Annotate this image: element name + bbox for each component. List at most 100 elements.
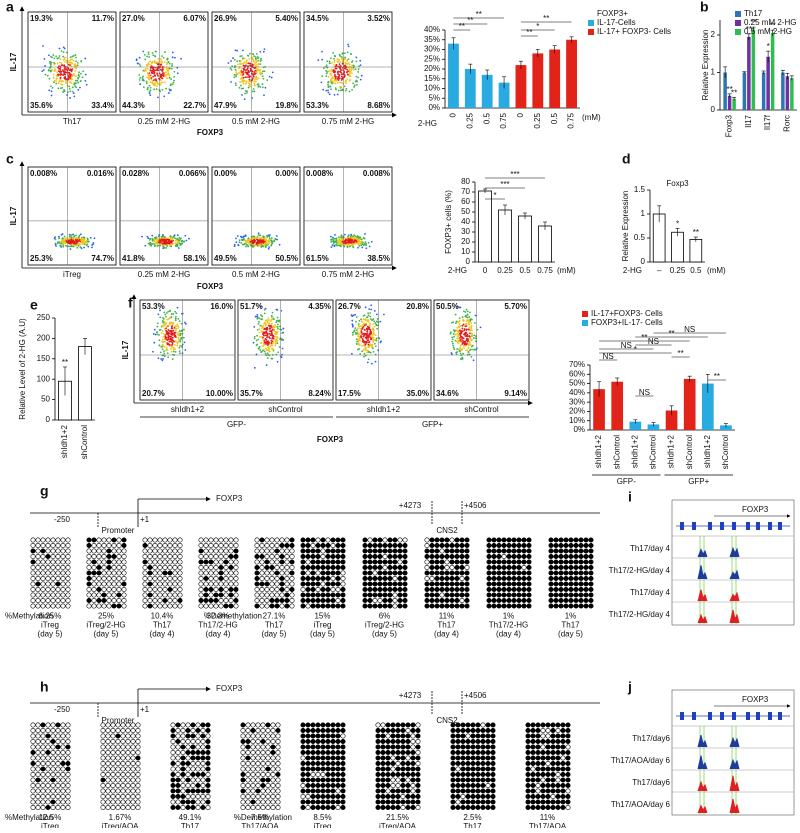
cpg-site <box>101 800 105 804</box>
cpg-site <box>368 604 372 608</box>
cpg-site <box>41 794 45 798</box>
cell-dot <box>265 323 267 325</box>
cell-dot <box>456 327 458 329</box>
cell-dot <box>75 57 77 59</box>
cpg-site <box>368 598 372 602</box>
cpg-site <box>507 587 511 591</box>
cpg-site <box>341 587 345 591</box>
cpg-site <box>204 604 208 608</box>
cpg-site <box>61 761 65 765</box>
cpg-site <box>102 554 106 558</box>
cell-dot <box>139 63 141 65</box>
significance: * <box>676 220 679 229</box>
cell-dot <box>55 55 57 57</box>
cpg-site <box>153 598 157 602</box>
cpg-site <box>316 560 320 564</box>
cpg-site <box>440 549 444 553</box>
cpg-site <box>214 582 218 586</box>
cell-dot <box>237 235 239 237</box>
cpg-site <box>97 538 101 542</box>
cpg-site <box>61 565 65 569</box>
cpg-site <box>589 560 593 564</box>
cpg-site <box>522 560 526 564</box>
cpg-site <box>584 554 588 558</box>
cell-dot <box>326 60 328 62</box>
cell-dot <box>259 74 261 76</box>
cell-dot <box>263 345 265 347</box>
cell-dot <box>172 323 174 325</box>
cell-dot <box>351 323 353 325</box>
cpg-site <box>487 549 491 553</box>
cell-dot <box>250 239 252 241</box>
cell-dot <box>54 239 56 241</box>
cpg-site <box>507 576 511 580</box>
cell-dot <box>175 318 177 320</box>
cpg-site <box>455 576 459 580</box>
cpg-site <box>66 587 70 591</box>
cpg-site <box>224 582 228 586</box>
cell-dot <box>266 337 268 339</box>
cell-dot <box>334 60 336 62</box>
cpg-site <box>143 593 147 597</box>
cell-dot <box>262 242 264 244</box>
cpg-site <box>270 543 274 547</box>
cpg-site <box>265 560 269 564</box>
cell-dot <box>260 245 262 247</box>
cpg-site <box>280 593 284 597</box>
flow-plot <box>120 167 208 265</box>
cell-dot <box>245 65 247 67</box>
cpg-site <box>393 571 397 575</box>
cpg-site <box>56 794 60 798</box>
cpg-site <box>435 598 439 602</box>
cpg-site <box>549 576 553 580</box>
cpg-site <box>92 576 96 580</box>
cpg-site <box>450 538 454 542</box>
x-tick-label: shControl <box>80 425 89 459</box>
cell-dot <box>143 70 145 72</box>
cell-dot <box>274 324 276 326</box>
cpg-site <box>158 543 162 547</box>
cpg-site <box>430 549 434 553</box>
cell-dot <box>358 320 360 322</box>
cell-dot <box>351 353 353 355</box>
cell-dot <box>166 347 168 349</box>
cell-dot <box>48 89 50 91</box>
cell-dot <box>167 61 169 63</box>
cell-dot <box>263 323 265 325</box>
cell-dot <box>255 59 257 61</box>
cpg-site <box>492 538 496 542</box>
cell-dot <box>473 334 475 336</box>
cpg-site <box>445 560 449 564</box>
cpg-site <box>111 728 115 732</box>
cpg-site <box>326 582 330 586</box>
cpg-site <box>41 805 45 809</box>
quadrant-percent: 9.14% <box>504 389 527 398</box>
cell-dot <box>344 52 346 54</box>
cell-dot <box>352 246 354 248</box>
cpg-site <box>507 593 511 597</box>
cpg-site <box>61 571 65 575</box>
cell-dot <box>256 84 258 86</box>
cpg-site <box>56 587 60 591</box>
cpg-site <box>440 604 444 608</box>
cell-dot <box>470 356 472 358</box>
cpg-site <box>398 587 402 591</box>
cell-dot <box>375 361 377 363</box>
cpg-site <box>41 789 45 793</box>
cpg-site <box>275 538 279 542</box>
cell-dot <box>153 73 155 75</box>
cpg-site <box>168 582 172 586</box>
cell-dot <box>245 246 247 248</box>
quadrant-percent: 0.008% <box>30 169 57 178</box>
cpg-site <box>153 604 157 608</box>
significance: ** <box>668 329 674 338</box>
cell-dot <box>76 80 78 82</box>
cell-dot <box>270 358 272 360</box>
cell-dot <box>165 242 167 244</box>
cpg-site <box>440 560 444 564</box>
cpg-site <box>173 587 177 591</box>
cpg-site <box>455 587 459 591</box>
cpg-site <box>393 543 397 547</box>
cpg-site <box>440 554 444 558</box>
cell-dot <box>466 328 468 330</box>
